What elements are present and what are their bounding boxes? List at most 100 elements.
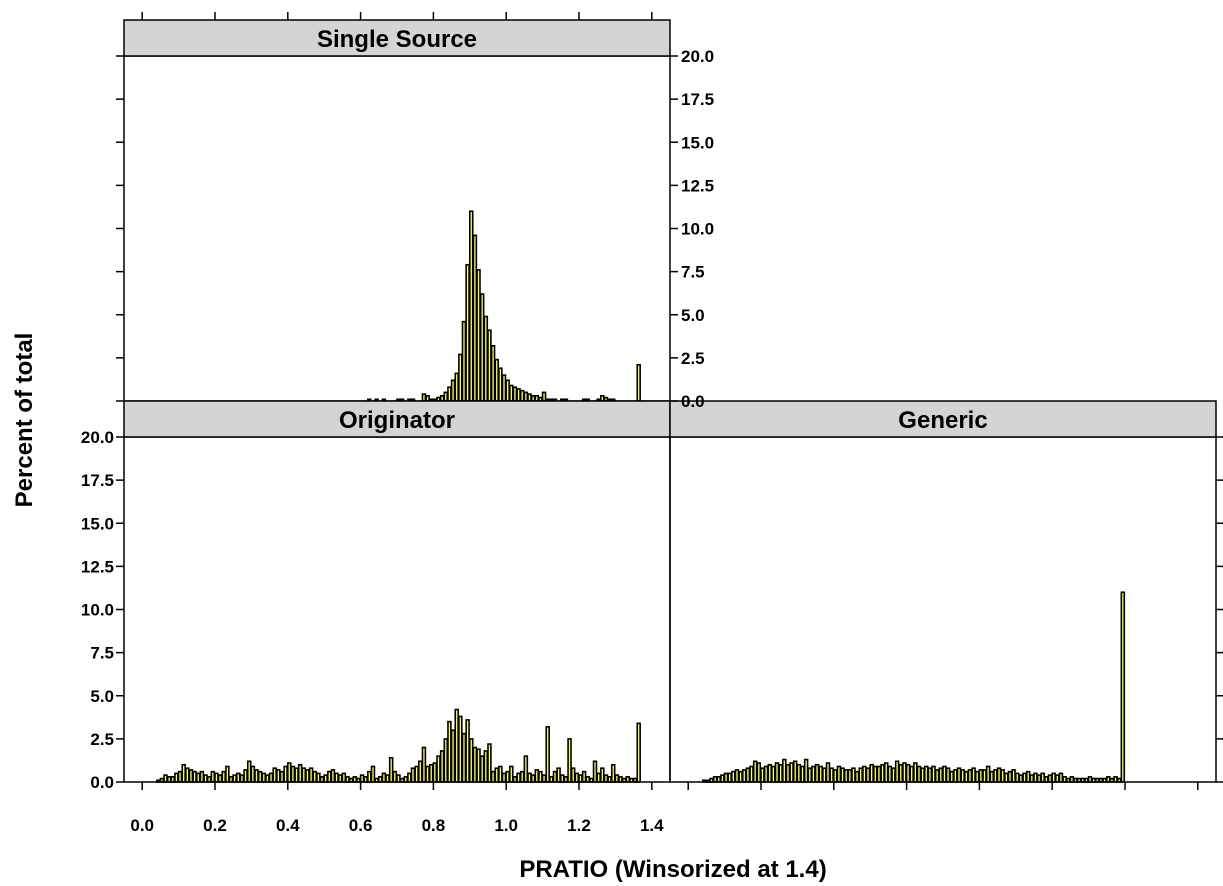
- histogram-bar: [414, 765, 419, 783]
- y-tick-label: 2.5: [681, 349, 705, 368]
- histogram-bar: [239, 774, 245, 783]
- y-tick-label: 15.0: [681, 133, 714, 152]
- histogram-bar: [217, 774, 223, 783]
- histogram-bar: [749, 765, 754, 783]
- histogram-bar: [461, 732, 467, 783]
- histogram-bar: [316, 772, 321, 783]
- histogram-bar: [1120, 591, 1126, 783]
- histogram-bar: [1036, 774, 1042, 783]
- histogram-bar: [509, 384, 514, 402]
- histogram-bar: [359, 774, 365, 783]
- histogram-bar: [807, 767, 813, 783]
- histogram-bar: [1022, 772, 1027, 783]
- histogram-bar: [538, 770, 543, 783]
- histogram-bar: [509, 765, 514, 783]
- histogram-bar: [727, 772, 732, 783]
- histogram-bar: [982, 769, 987, 783]
- histogram-bar: [388, 757, 394, 783]
- x-tick-label: 0.8: [422, 816, 446, 835]
- histogram-bar: [942, 765, 947, 783]
- histogram-bar: [934, 769, 940, 783]
- panel-strip-label: Single Source: [317, 26, 477, 53]
- histogram-bar: [199, 770, 205, 783]
- x-tick-label: 0.4: [276, 816, 300, 835]
- histogram-bar: [898, 763, 904, 783]
- histogram-bar: [443, 738, 449, 783]
- histogram-bar: [272, 767, 277, 783]
- histogram-bar: [756, 762, 762, 783]
- histogram-bar: [938, 767, 944, 783]
- histogram-bar: [403, 776, 408, 783]
- y-tick-label: 15.0: [81, 514, 114, 533]
- histogram-bar: [501, 374, 507, 402]
- histogram-bar: [465, 719, 470, 783]
- histogram-bar: [792, 760, 798, 783]
- histogram-bar: [796, 763, 802, 783]
- histogram-bar: [880, 763, 885, 783]
- histogram-bar: [458, 353, 463, 402]
- histogram-bar: [778, 763, 783, 783]
- histogram-bar: [712, 776, 718, 783]
- histogram-bar: [410, 767, 416, 783]
- histogram-bar: [454, 372, 459, 402]
- histogram-bar: [214, 772, 219, 783]
- histogram-bar: [1029, 774, 1035, 783]
- histogram-bar: [174, 772, 179, 783]
- histogram-bar: [1000, 769, 1005, 783]
- histogram-bar: [279, 770, 285, 783]
- histogram-bar: [370, 765, 376, 783]
- histogram-bar: [1069, 776, 1075, 783]
- histogram-bar: [974, 770, 980, 783]
- histogram-bar: [305, 769, 310, 783]
- histogram-bar: [953, 769, 958, 783]
- histogram-bar: [432, 762, 438, 783]
- histogram-bar: [308, 767, 314, 783]
- histogram-bar: [181, 763, 186, 783]
- histogram-bar: [483, 750, 489, 783]
- histogram-bar: [741, 769, 747, 783]
- histogram-bar: [989, 770, 995, 783]
- histogram-bar: [534, 769, 540, 783]
- histogram-bar: [323, 774, 328, 783]
- histogram-bar: [498, 367, 503, 402]
- histogram-bar: [297, 763, 303, 783]
- panel-strip-label: Generic: [898, 407, 987, 434]
- histogram-bar: [800, 765, 805, 783]
- panel-frame: [123, 55, 671, 402]
- histogram-bar: [570, 767, 576, 783]
- histogram-bar: [1014, 772, 1020, 783]
- histogram-bar: [206, 776, 212, 783]
- histogram-bar: [763, 765, 769, 783]
- histogram-bar: [1113, 776, 1118, 783]
- histogram-bar: [203, 774, 208, 783]
- histogram-bar: [552, 770, 558, 783]
- histogram-bar: [905, 763, 911, 783]
- histogram-bar: [523, 755, 529, 783]
- histogram-bar: [556, 767, 561, 783]
- histogram-bar: [578, 774, 583, 783]
- histogram-bar: [1106, 776, 1111, 783]
- histogram-bar: [923, 765, 929, 783]
- histogram-bar: [822, 767, 827, 783]
- histogram-bar: [574, 772, 580, 783]
- histogram-bar: [392, 770, 398, 783]
- histogram-bar: [468, 738, 474, 783]
- histogram-bar: [854, 770, 860, 783]
- panel-strip-label: Originator: [339, 407, 455, 434]
- histogram-bar: [814, 763, 820, 783]
- histogram-bar: [847, 769, 853, 783]
- histogram-bar: [931, 765, 936, 783]
- histogram-bar: [385, 774, 390, 783]
- histogram-bar: [301, 767, 307, 783]
- histogram-bar: [614, 774, 620, 783]
- histogram-bar: [425, 395, 430, 402]
- y-tick-label: 0.0: [681, 392, 705, 411]
- histogram-bar: [723, 772, 729, 783]
- histogram-bar: [876, 765, 882, 783]
- histogram-bar: [447, 720, 452, 783]
- histogram-bar: [523, 391, 529, 402]
- histogram-bar: [1051, 772, 1056, 783]
- histogram-bar: [312, 770, 317, 783]
- histogram-bar: [563, 776, 569, 783]
- histogram-bar: [1007, 770, 1013, 783]
